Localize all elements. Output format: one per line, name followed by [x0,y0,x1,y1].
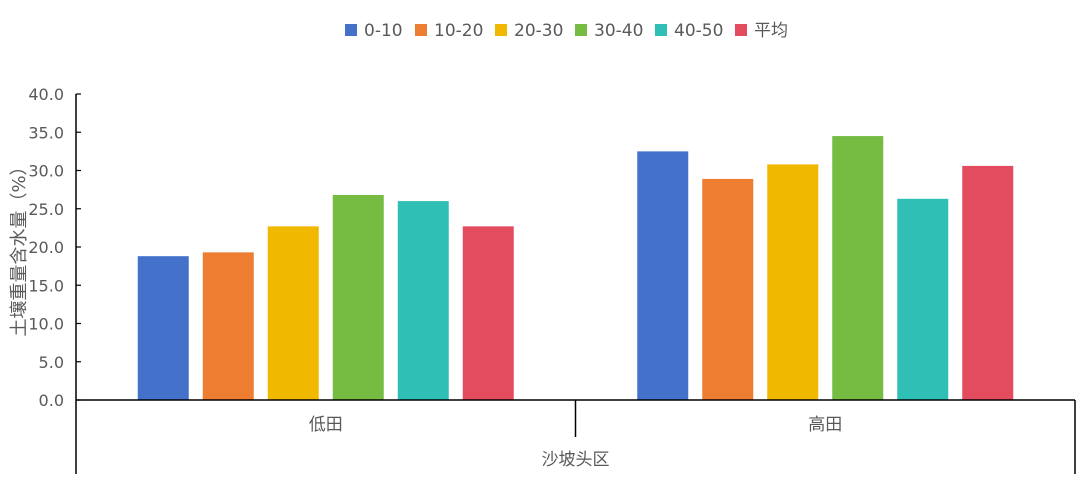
bar [397,201,449,400]
y-tick-label: 10.0 [28,315,64,334]
y-tick-label: 40.0 [28,85,64,104]
bar [897,198,949,400]
x-category-label: 低田 [309,415,343,435]
legend-swatch [735,24,747,36]
bar [767,164,819,400]
legend-swatch [345,24,357,36]
bar [832,136,884,400]
legend-label: 10-20 [434,21,483,41]
y-tick-label: 0.0 [39,391,64,410]
legend-label: 0-10 [364,21,403,41]
x-group-label: 沙坡头区 [542,450,610,470]
y-tick-label: 5.0 [39,353,64,372]
x-category-label: 高田 [808,415,842,435]
bar [962,165,1014,400]
legend-label: 平均 [754,21,788,41]
bar [702,178,754,400]
bar [637,151,689,400]
y-tick-label: 20.0 [28,238,64,257]
legend-swatch [655,24,667,36]
bar [462,226,514,400]
bar [202,252,254,400]
bar [137,256,189,400]
legend-label: 30-40 [594,21,643,41]
legend-label: 40-50 [674,21,723,41]
legend-label: 20-30 [514,21,563,41]
y-axis-title: 土壤重量含水量（%） [9,157,30,336]
y-tick-label: 30.0 [28,162,64,181]
y-axis: 0.0 5.0 10.0 15.0 20.0 25.0 30.0 35.0 40.0 [28,85,81,410]
legend-swatch [415,24,427,36]
legend: 0-10 10-20 20-30 30-40 40-50 平均 [345,21,788,41]
bars [137,136,1014,400]
bar [332,194,384,400]
y-tick-label: 25.0 [28,200,64,219]
y-tick-label: 15.0 [28,276,64,295]
legend-swatch [495,24,507,36]
legend-swatch [575,24,587,36]
y-tick-label: 35.0 [28,123,64,142]
bar [267,226,319,400]
